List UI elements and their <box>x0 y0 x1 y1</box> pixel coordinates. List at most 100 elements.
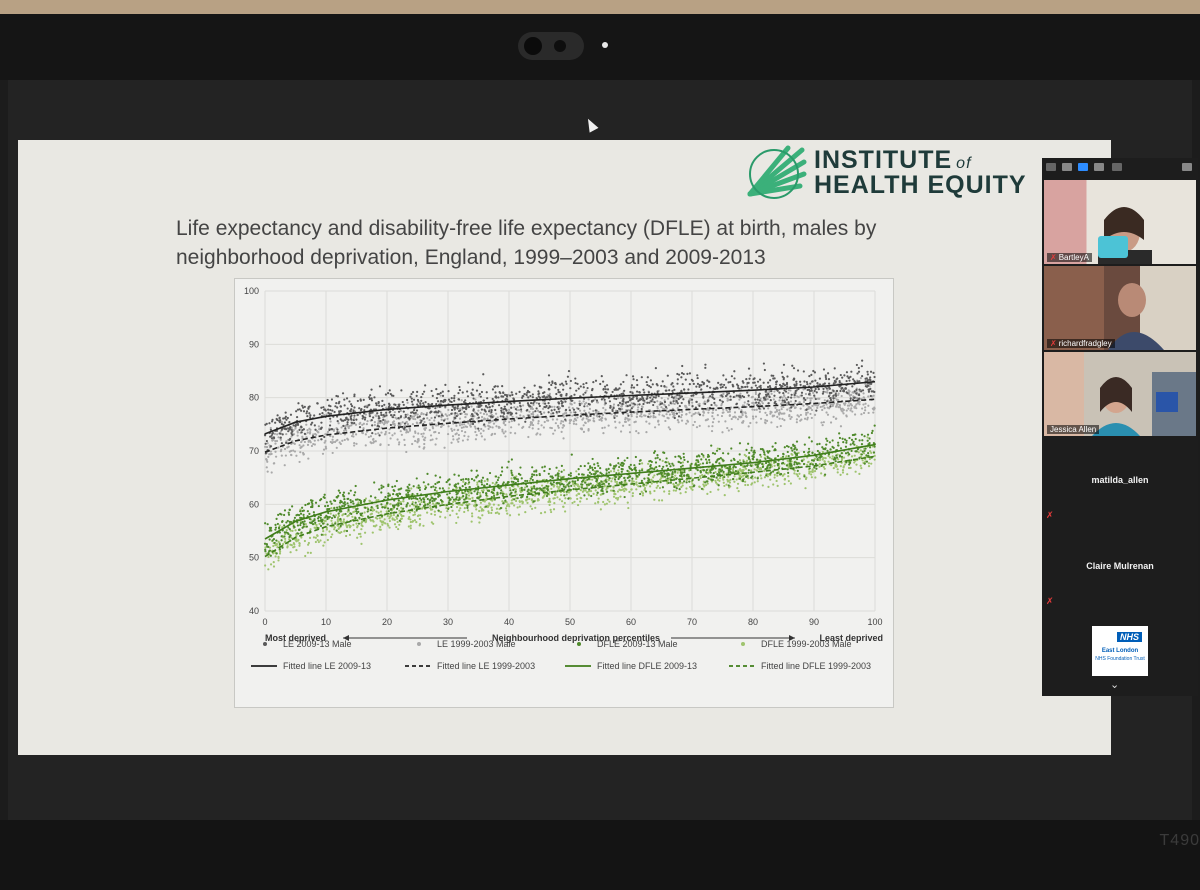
scatter-point <box>658 413 661 416</box>
scatter-point <box>422 402 425 405</box>
scatter-point <box>654 366 657 370</box>
scatter-point <box>306 428 309 432</box>
scatter-point <box>505 394 508 397</box>
scatter-point <box>355 512 359 515</box>
scatter-point <box>862 392 865 395</box>
scatter-point <box>665 413 668 416</box>
scatter-point <box>539 433 542 436</box>
scatter-point <box>419 421 422 424</box>
scatter-point <box>409 527 412 530</box>
scatter-point <box>832 415 835 418</box>
scatter-point <box>864 406 867 409</box>
x-tick-label: 70 <box>687 617 697 627</box>
scatter-point <box>796 369 800 372</box>
scatter-point <box>495 425 498 428</box>
scatter-point <box>823 460 826 463</box>
scatter-point <box>714 479 717 482</box>
scatter-point <box>392 492 395 496</box>
scatter-point <box>289 539 292 542</box>
scatter-point <box>501 500 504 503</box>
scatter-point <box>695 463 698 466</box>
scatter-point <box>280 422 283 426</box>
scatter-point <box>377 498 380 502</box>
scatter-point <box>804 392 808 396</box>
scatter-point <box>859 449 862 452</box>
scatter-point <box>661 475 664 478</box>
scatter-point <box>417 438 420 441</box>
scatter-point <box>276 546 279 549</box>
scatter-point <box>832 399 835 402</box>
scatter-point <box>580 427 583 430</box>
scatter-point <box>506 398 509 401</box>
scatter-point <box>518 500 521 504</box>
scatter-point <box>745 378 748 381</box>
scatter-point <box>564 418 567 421</box>
scatter-point <box>692 413 695 416</box>
scatter-point <box>305 412 308 415</box>
scatter-point <box>353 416 356 419</box>
scatter-point <box>594 472 597 475</box>
scatter-point <box>767 485 770 488</box>
scatter-point <box>744 412 747 415</box>
scatter-point <box>266 442 269 445</box>
x-tick-label: 100 <box>867 617 882 627</box>
scatter-point <box>677 397 680 401</box>
scatter-point <box>574 417 577 420</box>
scatter-point <box>283 447 287 451</box>
scatter-point <box>709 395 712 398</box>
scatter-point <box>755 408 758 411</box>
scatter-point <box>280 442 283 445</box>
scatter-point <box>648 422 651 425</box>
scatter-point <box>353 393 356 396</box>
scatter-point <box>619 396 622 399</box>
scatter-point <box>807 460 810 463</box>
scatter-point <box>408 511 412 514</box>
scatter-point <box>425 413 428 416</box>
scatter-point <box>397 443 401 446</box>
scatter-point <box>464 431 467 434</box>
scatter-point <box>266 460 269 463</box>
scatter-point <box>322 448 326 451</box>
scatter-point <box>611 408 614 411</box>
scatter-point <box>860 453 863 456</box>
scatter-point <box>831 403 834 406</box>
scatter-point <box>400 513 403 517</box>
scatter-point <box>435 437 438 440</box>
scatter-point <box>602 406 605 410</box>
scatter-point <box>513 401 516 404</box>
scatter-point <box>776 484 779 487</box>
scatter-point <box>741 404 745 407</box>
scatter-point <box>395 515 398 519</box>
scatter-point <box>323 413 326 417</box>
scatter-point <box>265 439 269 443</box>
scatter-point <box>719 386 722 389</box>
scatter-point <box>557 469 561 472</box>
scatter-point <box>741 464 744 467</box>
scatter-point <box>685 406 688 409</box>
scatter-point <box>630 402 633 405</box>
scatter-point <box>858 388 861 391</box>
scatter-point <box>808 389 812 393</box>
scatter-point <box>766 397 769 401</box>
scatter-point <box>842 456 846 459</box>
scatter-point <box>740 409 743 412</box>
scatter-point <box>487 511 490 515</box>
scatter-point <box>521 501 524 504</box>
scatter-point <box>873 375 876 379</box>
scatter-point <box>806 416 809 419</box>
scatter-point <box>575 389 578 392</box>
scatter-point <box>558 498 561 501</box>
scatter-point <box>510 406 513 409</box>
scatter-point <box>780 386 783 389</box>
scatter-point <box>630 386 633 389</box>
scatter-point <box>470 520 473 523</box>
scatter-point <box>829 398 833 402</box>
scatter-point <box>630 468 634 472</box>
scatter-point <box>750 396 754 399</box>
scatter-point <box>628 423 631 427</box>
scatter-point <box>399 517 403 521</box>
scatter-point <box>594 398 597 401</box>
scatter-point <box>701 380 704 384</box>
scatter-point <box>768 385 772 388</box>
scatter-point <box>676 407 679 410</box>
